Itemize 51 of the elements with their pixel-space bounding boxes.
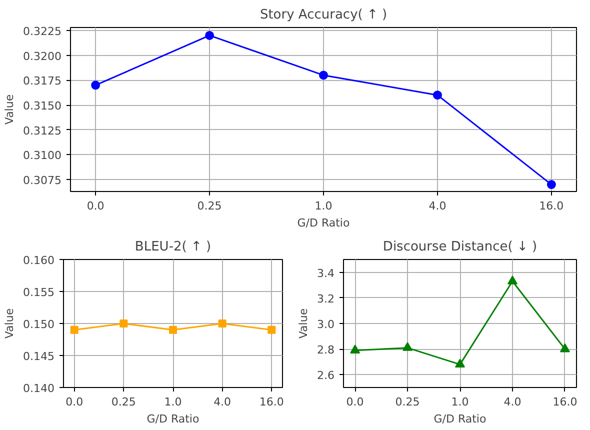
point bbox=[319, 70, 328, 80]
y-tick-label: 0.3100 bbox=[23, 149, 62, 162]
y-tick-label: 0.150 bbox=[23, 318, 55, 331]
y-tick-label: 0.145 bbox=[23, 350, 55, 363]
y-tick-label: 0.3225 bbox=[23, 24, 62, 38]
x-tick-label: 1.0 bbox=[451, 396, 469, 408]
y-axis-title: Value bbox=[297, 308, 310, 339]
x-tick-label: 16.0 bbox=[552, 396, 578, 408]
point bbox=[507, 276, 518, 284]
point bbox=[546, 180, 556, 190]
y-tick-label: 3.2 bbox=[317, 292, 335, 306]
point bbox=[432, 90, 442, 100]
y-tick-label: 0.140 bbox=[23, 382, 55, 395]
x-tick-label: 1.0 bbox=[314, 200, 332, 212]
x-tick-label: 0.25 bbox=[395, 396, 420, 408]
y-tick-label: 2.6 bbox=[317, 369, 335, 382]
x-tick-label: 16.0 bbox=[259, 396, 284, 408]
y-tick-label: 0.160 bbox=[23, 254, 55, 267]
x-tick-label: 0.25 bbox=[111, 396, 136, 408]
x-tick-label: 0.25 bbox=[197, 200, 222, 212]
y-tick-label: 3.4 bbox=[317, 266, 335, 280]
y-axis-title: Value bbox=[3, 94, 16, 125]
point bbox=[402, 342, 413, 351]
chart-title: Story Accuracy( ↑ ) bbox=[260, 8, 388, 22]
y-tick-label: 0.3200 bbox=[23, 50, 62, 63]
x-tick-label: 4.0 bbox=[504, 396, 522, 408]
y-tick-label: 2.8 bbox=[317, 344, 335, 357]
point bbox=[350, 344, 360, 354]
point bbox=[205, 30, 214, 40]
chart-title: Discourse Distance( ↓ ) bbox=[382, 240, 538, 254]
x-tick-label: 0.0 bbox=[66, 396, 84, 408]
x-tick-label: 16.0 bbox=[539, 200, 564, 212]
y-tick-label: 0.3175 bbox=[23, 74, 62, 88]
point bbox=[560, 343, 570, 352]
x-axis-title: G/D Ratio bbox=[434, 412, 486, 426]
x-axis-title: G/D Ratio bbox=[146, 412, 200, 426]
y-tick-label: 0.3075 bbox=[23, 174, 62, 188]
y-tick-label: 0.155 bbox=[23, 286, 55, 299]
x-tick-label: 0.0 bbox=[86, 200, 104, 212]
y-tick-label: 0.3150 bbox=[23, 100, 62, 113]
point bbox=[455, 358, 465, 368]
x-tick-label: 4.0 bbox=[214, 396, 232, 408]
x-tick-label: 4.0 bbox=[428, 200, 446, 212]
y-tick-label: 3.0 bbox=[317, 318, 335, 331]
y-axis-title: Value bbox=[3, 308, 16, 339]
x-tick-label: 1.0 bbox=[164, 396, 182, 408]
x-axis-title: G/D Ratio bbox=[297, 216, 350, 230]
point bbox=[91, 80, 100, 90]
x-tick-label: 0.0 bbox=[346, 396, 364, 408]
y-tick-label: 0.3125 bbox=[23, 124, 62, 138]
chart-title: BLEU-2( ↑ ) bbox=[134, 240, 212, 254]
